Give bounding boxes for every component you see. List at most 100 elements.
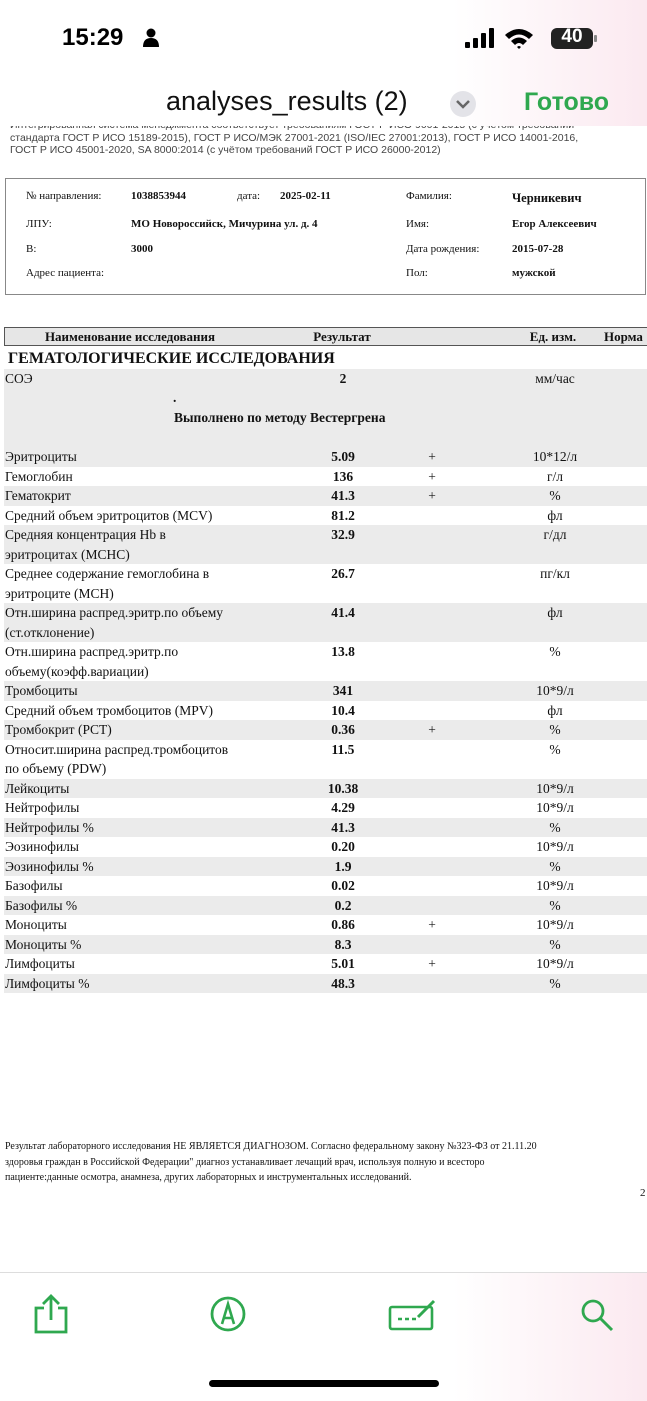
markup-button[interactable] <box>210 1296 246 1332</box>
certification-line: стандарта ГОСТ Р ИСО 15189-2015), ГОСТ Р… <box>10 131 579 144</box>
test-result: 341 <box>332 683 354 698</box>
signature-button[interactable] <box>388 1297 438 1331</box>
certification-line: Интегрированная система менеджмента соот… <box>10 126 574 131</box>
test-name: Средний объем эритроцитов (MCV) <box>5 507 213 523</box>
test-result: 5.09 <box>331 449 355 464</box>
column-header: Наименование исследования <box>44 329 216 344</box>
patient-label: Дата рождения: <box>406 243 480 255</box>
test-result: 41.4 <box>331 605 355 620</box>
test-result: 0.36 <box>331 722 355 737</box>
patient-label: дата: <box>237 190 261 202</box>
test-name: Базофилы <box>5 878 63 893</box>
row-background <box>4 369 647 447</box>
test-result: 0.02 <box>331 878 355 893</box>
test-unit: 10*12/л <box>532 449 578 464</box>
test-name: Базофилы % <box>5 897 78 913</box>
disclaimer-line: Результат лабораторного исследования НЕ … <box>5 1141 537 1152</box>
row-background <box>4 778 647 798</box>
patient-value: МО Новороссийск, Мичурина ул. д. 4 <box>131 218 318 230</box>
test-name: Эритроциты <box>5 449 77 464</box>
title-menu-button[interactable] <box>449 90 477 118</box>
patient-value: 1038853944 <box>131 190 186 202</box>
test-unit: % <box>549 741 561 757</box>
patient-value: 2025-02-11 <box>280 190 331 202</box>
patient-label: Адрес пациента: <box>26 267 105 279</box>
result-flag: + <box>428 488 436 503</box>
test-name: Эозинофилы <box>5 839 79 854</box>
row-background <box>4 856 647 876</box>
test-result: 4.29 <box>331 800 355 815</box>
test-unit: г/дл <box>543 527 567 542</box>
row-background <box>4 603 647 642</box>
patient-box <box>5 178 646 295</box>
patient-value: Черникевич <box>512 191 582 205</box>
method-note: Выполнено по методу Вестергрена <box>174 410 386 425</box>
test-name: Лимфоциты % <box>5 975 90 991</box>
test-result: 81.2 <box>331 507 355 523</box>
test-unit: пг/кл <box>540 566 570 581</box>
test-name: Тромбоциты <box>5 683 78 698</box>
test-result: 11.5 <box>331 741 355 757</box>
test-name: объему(коэфф.вариации) <box>5 663 149 679</box>
test-result: 41.3 <box>331 819 355 835</box>
test-unit: % <box>549 722 561 737</box>
test-name: Отн.ширина распред.эритр.по <box>5 644 179 659</box>
test-unit: % <box>549 488 561 503</box>
test-result: 10.4 <box>331 702 355 718</box>
table-header <box>4 327 647 346</box>
test-result: 0.86 <box>331 917 355 932</box>
disclaimer-line: здоровья граждан в Российской Федерации"… <box>5 1156 485 1168</box>
patient-value: мужской <box>512 267 556 279</box>
test-name: Нейтрофилы % <box>5 819 94 835</box>
done-button[interactable]: Готово <box>524 88 610 116</box>
test-result: 1.9 <box>334 858 352 874</box>
test-unit: 10*9/л <box>536 917 574 932</box>
row-background <box>4 817 647 837</box>
test-unit: % <box>549 936 561 952</box>
test-name: Эозинофилы % <box>5 858 94 874</box>
test-unit: 10*9/л <box>536 683 574 698</box>
column-header: Результат <box>313 329 371 344</box>
test-name: Лейкоциты <box>5 780 70 796</box>
row-background <box>4 973 647 993</box>
test-name: Гемоглобин <box>5 468 73 484</box>
top-bar <box>0 0 647 140</box>
test-result: 5.01 <box>331 956 355 971</box>
home-indicator <box>209 1380 439 1387</box>
section-title: ГЕМАТОЛОГИЧЕСКИЕ ИССЛЕДОВАНИЯ <box>8 350 335 367</box>
test-result: 32.9 <box>331 527 355 542</box>
test-unit: % <box>549 858 561 874</box>
test-name: Средняя концентрация Hb в <box>5 527 166 542</box>
test-unit: фл <box>547 702 563 718</box>
share-button[interactable] <box>32 1294 70 1334</box>
row-background <box>4 934 647 954</box>
test-result: 41.3 <box>331 488 355 503</box>
note-marker: . <box>173 390 177 405</box>
patient-label: Имя: <box>406 218 430 230</box>
test-name: Моноциты % <box>5 936 82 952</box>
test-unit: мм/час <box>535 371 575 386</box>
test-name: Тромбокрит (PCT) <box>5 722 112 737</box>
patient-label: № направления: <box>26 190 102 202</box>
result-flag: + <box>428 956 436 971</box>
test-result: 8.3 <box>334 936 352 952</box>
patient-value: 3000 <box>131 243 153 255</box>
test-result: 13.8 <box>331 644 355 659</box>
column-header: Ед. изм. <box>529 329 577 344</box>
test-name: эритроцитах (MCHC) <box>5 546 130 562</box>
test-unit: фл <box>547 507 563 523</box>
test-result: 2 <box>339 371 347 386</box>
document-page: Интегрированная система менеджмента соот… <box>0 126 647 1266</box>
test-name: Средний объем тромбоцитов (MPV) <box>5 702 214 718</box>
search-button[interactable] <box>580 1298 614 1332</box>
test-name: (ст.отклонение) <box>5 624 95 640</box>
patient-label: В: <box>26 243 37 255</box>
clock: 15:29 <box>62 24 124 51</box>
result-flag: + <box>428 917 436 932</box>
battery-level: 40 <box>561 26 583 47</box>
test-result: 26.7 <box>331 566 355 581</box>
test-name: СОЭ <box>5 371 33 386</box>
row-background <box>4 720 647 740</box>
patient-label: Фамилия: <box>406 190 452 202</box>
certification-line: ГОСТ Р ИСО 45001-2020, SA 8000:2014 (с у… <box>10 144 441 156</box>
